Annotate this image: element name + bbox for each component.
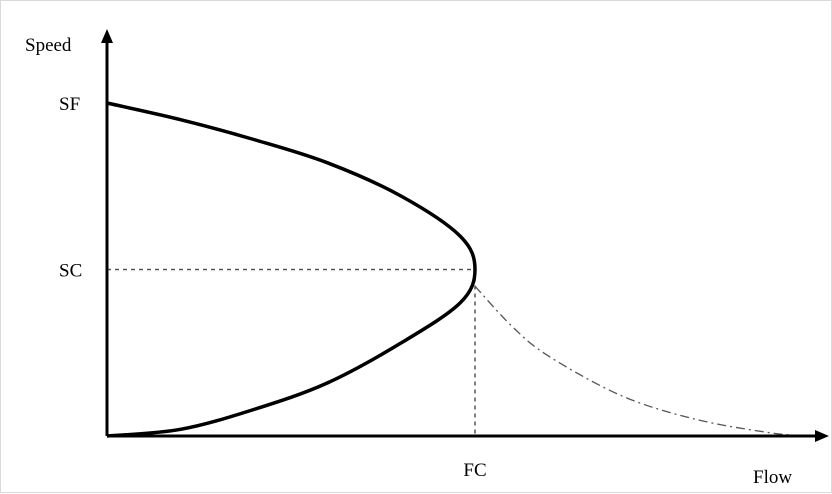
reference-lines: [107, 268, 476, 436]
x-axis-label: Flow: [753, 467, 792, 488]
y-tick-label-sc: SC: [59, 261, 82, 282]
x-axis-arrowhead: [815, 430, 829, 442]
y-axis-arrowhead: [101, 29, 113, 43]
y-axis-label: Speed: [25, 35, 72, 56]
series-line-1: [474, 285, 807, 437]
series-line-0: [106, 101, 477, 438]
tick-labels: SF SC FC: [59, 94, 487, 481]
x-tick-label-fc: FC: [463, 460, 486, 481]
series-layer: [106, 101, 807, 438]
y-tick-label-sf: SF: [59, 94, 80, 115]
axes: [101, 29, 829, 442]
